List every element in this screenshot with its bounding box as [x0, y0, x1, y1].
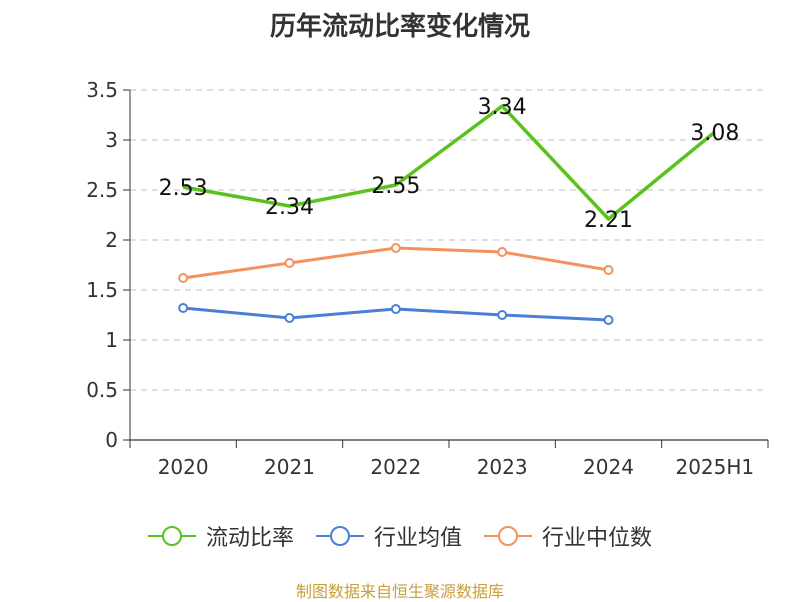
legend-item[interactable]: 流动比率	[147, 520, 294, 552]
data-point	[390, 243, 401, 253]
legend-item[interactable]: 行业中位数	[484, 520, 652, 552]
legend-label: 行业均值	[373, 526, 462, 551]
legend-marker-icon	[147, 524, 196, 548]
y-tick-label: 2	[105, 228, 118, 252]
data-label: 2.55	[371, 174, 420, 199]
data-point	[603, 265, 614, 275]
x-tick-label: 2024	[583, 455, 634, 479]
data-point	[284, 258, 295, 268]
data-point	[390, 304, 401, 314]
data-source-note: 制图数据来自恒生聚源数据库	[295, 582, 504, 601]
legend-label: 流动比率	[205, 526, 294, 551]
legend: 流动比率 行业均值 行业中位数	[0, 520, 800, 552]
data-label: 3.08	[690, 121, 739, 146]
legend-label: 行业中位数	[542, 526, 653, 551]
chart-title: 历年流动比率变化情况	[269, 12, 530, 42]
data-label: 2.53	[159, 176, 208, 201]
data-point	[603, 315, 614, 325]
legend-marker-icon	[484, 524, 532, 548]
data-point	[178, 273, 189, 283]
data-label: 3.34	[478, 95, 527, 120]
x-tick-label: 2023	[477, 455, 528, 479]
y-tick-label: 1	[105, 328, 118, 352]
y-tick-label: 0.5	[86, 378, 118, 402]
data-point	[284, 313, 295, 323]
y-tick-label: 0	[105, 428, 118, 452]
data-point	[178, 303, 189, 313]
x-tick-label: 2025H1	[675, 455, 754, 479]
data-point	[497, 310, 508, 320]
data-point	[497, 247, 508, 257]
data-labels: 2.53 2.34 2.55 3.34 2.21 3.08	[159, 95, 740, 233]
series-line-0	[182, 104, 716, 221]
gridlines	[130, 89, 768, 391]
y-tick-label: 3	[105, 128, 118, 152]
y-tick-label: 2.5	[86, 178, 118, 202]
x-tick-label: 2021	[264, 455, 315, 479]
x-tick-label: 2020	[158, 455, 209, 479]
data-label: 2.21	[584, 208, 633, 233]
legend-item[interactable]: 行业均值	[315, 520, 462, 552]
y-tick-label: 3.5	[86, 78, 118, 102]
series-layer	[178, 104, 716, 325]
x-tick-label: 2022	[370, 455, 421, 479]
data-label: 2.34	[265, 195, 314, 220]
y-tick-label: 1.5	[86, 278, 118, 302]
legend-marker-icon	[315, 524, 364, 548]
